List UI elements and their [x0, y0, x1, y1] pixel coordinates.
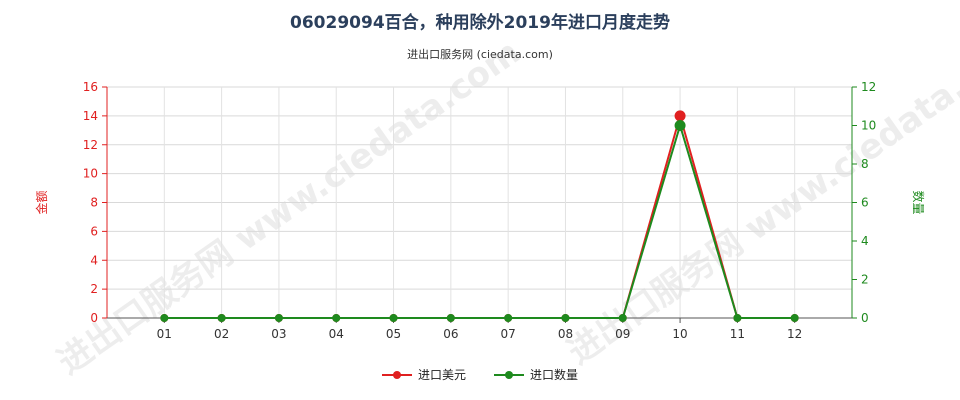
x-tick-label: 11 [730, 327, 745, 341]
series-line-1 [164, 121, 795, 319]
series-point-1 [274, 314, 283, 322]
x-tick-label: 06 [443, 327, 458, 341]
y-right-tick-label: 4 [861, 234, 869, 248]
y-right-tick-label: 8 [861, 157, 869, 171]
x-tick-label: 12 [787, 327, 802, 341]
series-point-1 [733, 314, 742, 322]
y-left-tick-label: 2 [90, 282, 98, 296]
series-point-1 [674, 120, 686, 131]
y-left-tick-label: 4 [90, 253, 98, 267]
y-left-tick-label: 10 [83, 167, 98, 181]
legend-item-import-usd[interactable]: 进口美元 [381, 366, 466, 383]
y-left-axis-label: 金额 [34, 190, 49, 214]
series-point-1 [217, 314, 226, 322]
legend-label: 进口数量 [530, 368, 579, 382]
y-right-tick-label: 6 [861, 196, 869, 210]
y-right-tick-label: 0 [861, 311, 869, 325]
legend-item-import-qty[interactable]: 进口数量 [494, 366, 578, 383]
x-tick-label: 03 [271, 327, 286, 341]
series-point-1 [389, 314, 398, 322]
y-left-tick-label: 8 [90, 196, 98, 210]
chart-title: 06029094百合，种用除外2019年进口月度走势 [290, 13, 670, 33]
x-tick-label: 09 [615, 327, 630, 341]
legend-label: 进口美元 [417, 368, 466, 382]
x-tick-label: 04 [329, 327, 344, 341]
legend-swatch-red [381, 370, 412, 379]
x-tick-label: 01 [157, 327, 172, 341]
y-right-tick-label: 12 [861, 80, 876, 94]
series-point-1 [446, 314, 455, 322]
x-tick-label: 08 [558, 327, 573, 341]
y-left-tick-label: 0 [90, 311, 98, 325]
y-right-tick-label: 2 [861, 273, 869, 287]
x-tick-label: 07 [501, 327, 516, 341]
chart-subtitle: 进出口服务网 (ciedata.com) [407, 48, 553, 61]
x-tick-label: 10 [672, 327, 687, 341]
series-point-0 [674, 110, 686, 122]
series-point-1 [332, 314, 341, 322]
series-line-0 [164, 112, 795, 319]
y-left-tick-label: 16 [83, 80, 98, 94]
y-right-tick-label: 10 [861, 119, 876, 133]
legend: 进口美元 进口数量 [0, 366, 960, 383]
y-left-tick-label: 6 [90, 224, 98, 238]
series-point-1 [160, 314, 169, 322]
series-point-1 [561, 314, 570, 322]
y-left-tick-label: 12 [83, 138, 98, 152]
y-right-axis-label: 数量 [911, 190, 926, 214]
x-tick-label: 02 [214, 327, 229, 341]
series-point-1 [790, 314, 799, 322]
series-point-1 [504, 314, 513, 322]
x-tick-label: 05 [386, 327, 401, 341]
series-point-1 [618, 314, 627, 322]
y-left-tick-label: 14 [83, 109, 98, 123]
legend-swatch-green [494, 370, 524, 379]
